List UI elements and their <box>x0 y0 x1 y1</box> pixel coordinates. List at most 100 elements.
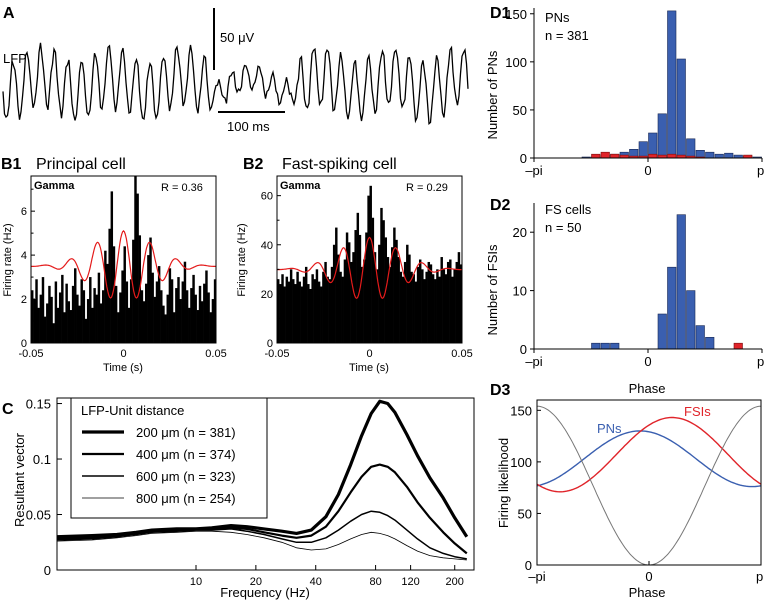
b2-xlabel: Time (s) <box>349 362 389 374</box>
b2-bar <box>438 276 441 343</box>
b1-bar <box>119 292 122 343</box>
b1-bar <box>108 228 111 343</box>
b2-bar <box>406 244 409 343</box>
b1-ytick-label: 0 <box>21 338 27 350</box>
b1-bar <box>37 307 40 343</box>
b2-bar <box>373 252 377 343</box>
panel-d3-letter: D3 <box>490 382 511 399</box>
panel-d1-letter: D1 <box>490 5 511 22</box>
b2-bar <box>307 284 310 343</box>
d1-bar-red <box>600 151 610 159</box>
d1-xtick-label: 0 <box>644 163 651 178</box>
b2-bar <box>347 242 351 343</box>
d1-ytick-label: 100 <box>505 55 527 70</box>
c-xtick-label: 120 <box>401 576 419 588</box>
b2-bar <box>313 279 317 343</box>
b1-bar <box>207 292 210 343</box>
b1-bar <box>117 312 120 343</box>
b2-bar <box>279 284 282 343</box>
b2-bar <box>304 266 308 343</box>
c-legend: LFP-Unit distance 200 μm (n = 381) 400 μ… <box>70 397 268 519</box>
b2-bar <box>378 244 381 343</box>
b2-bar <box>393 227 396 343</box>
b1-bar <box>76 294 79 343</box>
c-ytick-label: 0 <box>44 563 51 578</box>
d1-xtick-label: pi <box>757 163 764 178</box>
b2-bar <box>449 259 452 343</box>
b1-bar <box>185 290 189 343</box>
b1-bar <box>136 193 139 343</box>
c-series-line-0 <box>56 399 469 539</box>
b1-bar <box>41 277 45 343</box>
b1-bar <box>86 299 90 343</box>
b1-bar <box>82 290 86 343</box>
d1-ytick-label: 150 <box>505 7 527 22</box>
b1-bar <box>56 307 60 343</box>
b1-bar <box>80 279 83 343</box>
b1-bar <box>134 176 137 343</box>
c-series-line-1 <box>56 463 468 555</box>
panel-b2: B2 Fast-spiking cell Gamma R = 0.29 0 20 4… <box>236 156 473 374</box>
b1-bar <box>164 314 167 343</box>
c-ytick-label: 0.1 <box>33 452 51 467</box>
b2-bar <box>408 254 411 343</box>
b1-bar <box>67 301 71 343</box>
voltage-scale-label: 50 μV <box>220 30 255 45</box>
d2-xtick-label: –pi <box>525 354 542 369</box>
b2-ytick-label: 40 <box>261 240 273 252</box>
b1-bar <box>140 290 144 343</box>
b2-r-label: R = 0.29 <box>406 182 448 194</box>
d1-bar-blue <box>705 151 715 159</box>
c-legend-label-400: 400 μm (n = 374) <box>136 447 236 462</box>
b1-bar <box>147 255 150 343</box>
b1-bar <box>190 288 193 343</box>
b2-bar <box>380 207 383 343</box>
d1-bar-red <box>610 153 620 159</box>
d1-bar-blue <box>667 10 677 159</box>
b2-bar <box>341 276 344 343</box>
b1-bar <box>205 270 208 343</box>
b1-bar <box>78 305 81 343</box>
b2-bar <box>289 269 293 343</box>
b1-bar <box>97 272 101 343</box>
b2-bar <box>298 281 301 343</box>
d2-bar-blue <box>600 342 610 350</box>
d2-group-label: FS cells <box>545 202 592 217</box>
b1-bar <box>125 281 129 343</box>
b2-bar <box>283 286 286 343</box>
b2-bar <box>354 230 357 343</box>
b1-bar <box>95 294 98 343</box>
d3-xtick-label: 0 <box>645 569 652 584</box>
b1-bar <box>63 312 66 343</box>
b1-bar <box>172 312 176 343</box>
b1-bar <box>166 294 169 343</box>
b1-bar <box>177 277 180 343</box>
b1-bar <box>39 294 43 343</box>
b2-bar <box>410 271 413 343</box>
c-xlabel: Frequency (Hz) <box>220 585 310 600</box>
b2-bar <box>365 232 368 343</box>
panel-d2-letter: D2 <box>490 197 511 214</box>
b2-bar <box>335 227 338 343</box>
c-xtick-label: 10 <box>190 576 202 588</box>
b2-bar <box>296 271 299 343</box>
panel-b2-letter: B2 <box>243 156 264 173</box>
b1-bar <box>43 316 47 343</box>
b2-bar <box>337 254 340 343</box>
d3-lines <box>536 405 762 566</box>
b2-bar <box>429 264 433 343</box>
c-ylabel: Resultant vector <box>12 432 27 527</box>
c-series-line-2 <box>56 510 467 560</box>
c-xtick-label: 20 <box>250 576 262 588</box>
b1-bar <box>209 312 212 343</box>
d1-ylabel: Number of PNs <box>485 50 500 139</box>
c-ytick-label: 0.05 <box>26 508 51 523</box>
d3-fsis-label: FSIs <box>684 404 711 419</box>
d3-xlabel: Phase <box>629 585 666 600</box>
b1-bar <box>129 279 133 343</box>
b1-bar <box>192 274 195 343</box>
b1-bar <box>155 281 159 343</box>
b1-bar <box>157 266 161 343</box>
